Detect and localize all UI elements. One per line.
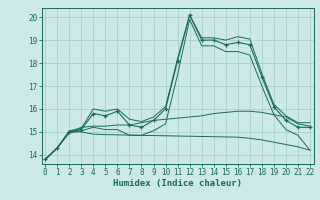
X-axis label: Humidex (Indice chaleur): Humidex (Indice chaleur) (113, 179, 242, 188)
